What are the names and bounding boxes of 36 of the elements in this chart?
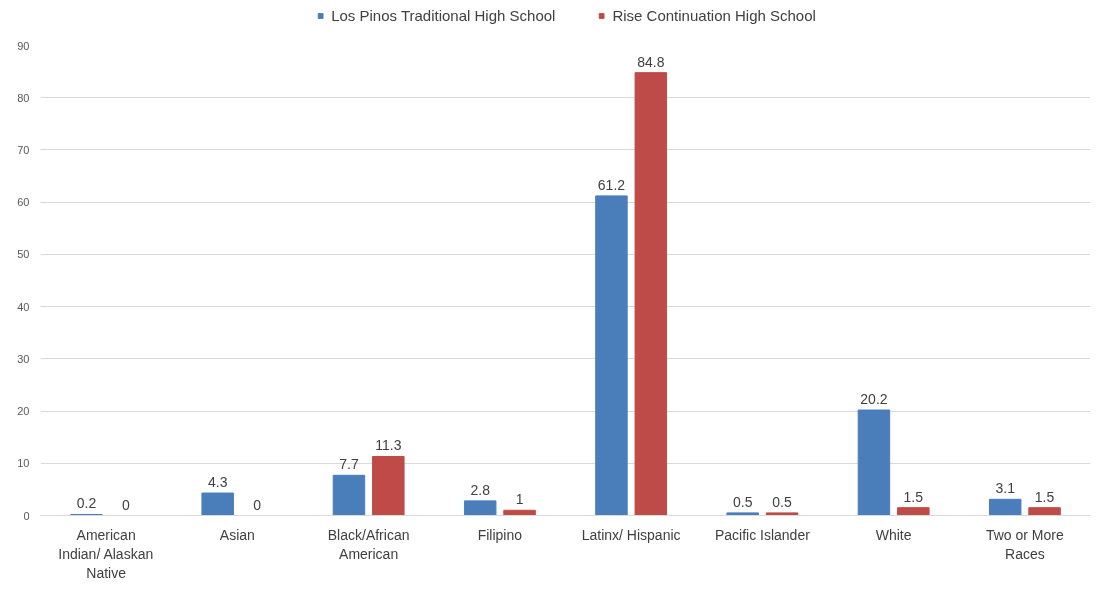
data-label: 0.5	[732, 493, 753, 510]
data-label: 0.5	[772, 493, 793, 510]
data-label: 7.7	[339, 456, 359, 473]
data-label: 20.2	[860, 391, 888, 408]
data-label: 3.1	[995, 480, 1016, 497]
data-label: 1.5	[1034, 488, 1055, 505]
y-tick-label: 90	[17, 39, 30, 52]
data-label: 61.2	[597, 176, 626, 193]
data-label: 0	[121, 496, 130, 513]
y-tick-label: 0	[23, 509, 30, 522]
x-tick-label: White	[875, 526, 912, 543]
data-label: 4.3	[207, 474, 228, 491]
data-label: 11.3	[375, 437, 402, 454]
legend-label: Los Pinos Traditional High School	[331, 6, 556, 24]
data-label: 1.5	[903, 488, 924, 505]
y-tick-label: 50	[17, 248, 30, 261]
x-tick-label: American Indian/ Alaskan Native	[58, 526, 154, 581]
y-tick-label: 30	[17, 352, 30, 365]
data-label: 1	[515, 491, 524, 508]
data-label: 84.8	[637, 53, 665, 70]
y-tick-label: 20	[17, 405, 30, 418]
y-tick-label: 40	[17, 300, 30, 313]
legend-label: Rise Continuation High School	[612, 6, 816, 24]
data-label: 2.8	[470, 481, 491, 498]
x-tick-label: Black/African American	[327, 526, 410, 562]
y-tick-label: 70	[17, 143, 30, 156]
data-label: 0	[253, 496, 262, 513]
x-tick-label: Two or More Races	[985, 526, 1064, 562]
x-tick-label: Filipino	[477, 526, 523, 543]
data-label: 0.2	[76, 495, 97, 512]
x-tick-label: Asian	[219, 526, 255, 543]
y-tick-label: 80	[17, 91, 30, 104]
x-tick-label: Latinx/ Hispanic	[581, 526, 681, 543]
y-tick-label: 60	[17, 196, 30, 209]
y-tick-label: 10	[17, 457, 30, 470]
x-tick-label: Pacific Islander	[714, 526, 811, 543]
